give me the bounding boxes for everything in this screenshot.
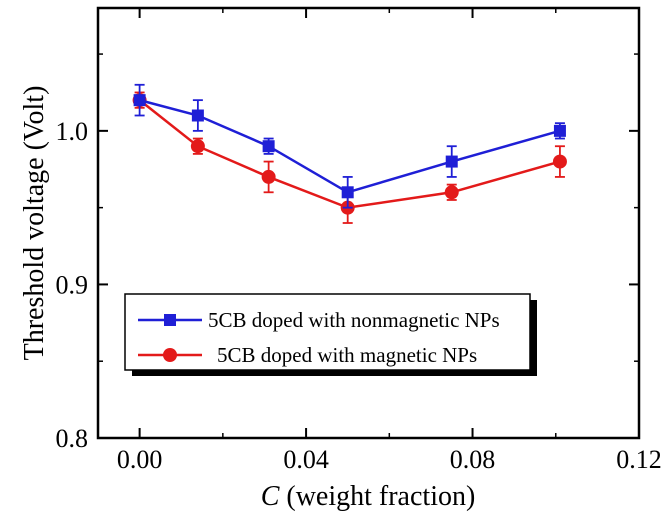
y-tick-label: 0.8 (56, 424, 89, 453)
data-point-square (262, 140, 275, 153)
data-point-circle (552, 154, 567, 169)
x-tick-label: 0.12 (616, 445, 661, 474)
series-line (139, 98, 561, 194)
series-line (138, 99, 561, 209)
legend-marker-magnetic (163, 348, 177, 362)
data-point-circle (261, 169, 276, 184)
legend-label-magnetic: 5CB doped with magnetic NPs (217, 343, 477, 367)
x-axis-title: C (weight fraction) (261, 481, 476, 512)
legend-box (124, 293, 531, 371)
legend: 5CB doped with nonmagnetic NPs 5CB doped… (124, 293, 537, 376)
data-point-square (191, 109, 204, 122)
y-tick-label: 1.0 (56, 117, 89, 146)
legend-marker-nonmagnetic (164, 314, 176, 326)
y-tick-label: 0.9 (56, 270, 89, 299)
legend-label-nonmagnetic: 5CB doped with nonmagnetic NPs (208, 308, 500, 332)
data-point-square (553, 124, 566, 137)
data-point-circle (190, 139, 205, 154)
data-point-square (133, 94, 146, 107)
axis-ticks: 0.00 0.04 0.08 0.12 0.8 0.9 1.0 (56, 8, 661, 474)
x-tick-label: 0.08 (450, 445, 496, 474)
series-magnetic (132, 91, 567, 224)
data-point-square (341, 186, 354, 199)
y-axis-title: Threshold voltage (Volt) (19, 86, 50, 361)
series-nonmagnetic (133, 83, 566, 209)
x-tick-label: 0.00 (117, 445, 163, 474)
plot-frame (96, 6, 641, 440)
x-tick-label: 0.04 (283, 445, 329, 474)
series-layer (132, 83, 567, 224)
data-point-circle (444, 185, 459, 200)
data-point-square (445, 155, 458, 168)
